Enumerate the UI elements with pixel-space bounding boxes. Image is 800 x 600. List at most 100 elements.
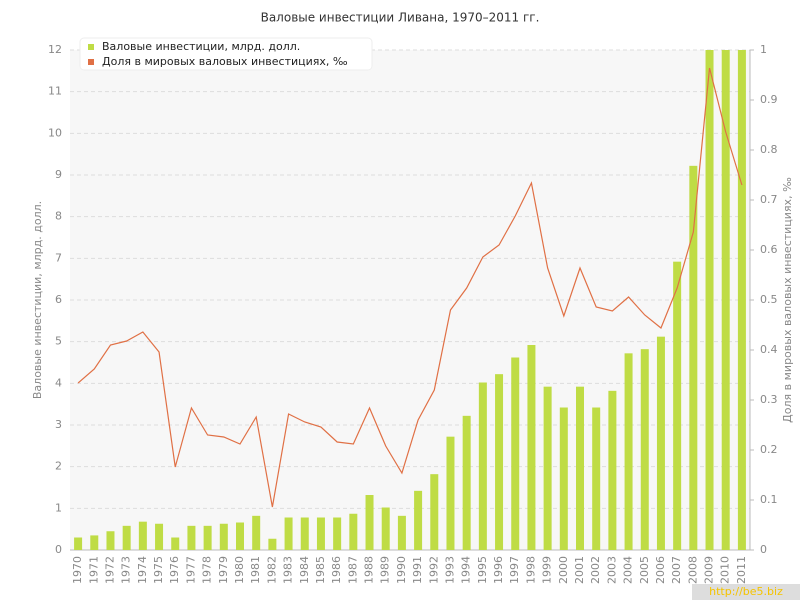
watermark: http://be5.biz xyxy=(709,585,783,598)
x-tick-label: 2007 xyxy=(670,556,683,584)
bar xyxy=(300,517,309,550)
bar xyxy=(446,436,455,550)
x-tick-label: 1975 xyxy=(152,556,165,584)
bar xyxy=(559,407,568,550)
bar xyxy=(527,345,536,550)
x-tick-label: 2001 xyxy=(573,556,586,584)
legend-swatch xyxy=(88,59,94,65)
bar xyxy=(171,537,180,550)
bar xyxy=(656,336,665,550)
bar xyxy=(673,261,682,550)
x-tick-label: 2010 xyxy=(719,556,732,584)
bar xyxy=(576,386,584,550)
bar xyxy=(219,523,228,550)
x-tick-label: 1984 xyxy=(298,556,311,584)
legend-box xyxy=(79,37,373,71)
x-tick-label: 2004 xyxy=(622,556,635,584)
x-tick-label: 1997 xyxy=(508,556,521,584)
bar xyxy=(705,50,714,550)
x-tick-label: 1972 xyxy=(103,556,116,584)
y2-tick-label: 0.1 xyxy=(760,493,778,506)
bar xyxy=(155,523,164,550)
x-tick-label: 1995 xyxy=(476,556,489,584)
bar xyxy=(122,525,131,550)
x-tick-label: 1991 xyxy=(411,556,424,584)
bar xyxy=(365,495,374,550)
y2-tick-label: 0 xyxy=(760,543,767,556)
x-tick-label: 2008 xyxy=(686,556,699,584)
bar xyxy=(74,537,83,550)
y-tick-label: 9 xyxy=(55,168,62,181)
y-tick-label: 7 xyxy=(55,251,62,264)
watermark-bg xyxy=(692,584,800,600)
x-tick-label: 1980 xyxy=(233,556,246,584)
x-tick-label: 1989 xyxy=(379,556,392,584)
bar xyxy=(268,538,277,550)
y-tick-label: 6 xyxy=(55,293,62,306)
bar xyxy=(284,517,293,550)
legend-label: Доля в мировых валовых инвестициях, ‰ xyxy=(102,55,348,68)
y2-tick-label: 0.8 xyxy=(760,143,778,156)
x-tick-label: 1973 xyxy=(120,556,133,584)
y-tick-label: 4 xyxy=(55,376,62,389)
bar xyxy=(333,517,342,550)
bar xyxy=(462,415,471,550)
plot-clip xyxy=(74,50,746,550)
y-axis-label: Валовые инвестиции, млрд. долл. xyxy=(31,201,44,399)
x-tick-label: 2009 xyxy=(703,556,716,584)
bar xyxy=(592,407,601,550)
x-tick-label: 1993 xyxy=(443,556,456,584)
y2-tick-label: 0.7 xyxy=(760,193,778,206)
y-tick-label: 1 xyxy=(55,501,62,514)
y-tick-label: 12 xyxy=(48,43,62,56)
x-tick-label: 1982 xyxy=(265,556,278,584)
legend-label: Валовые инвестиции, млрд. долл. xyxy=(102,40,300,53)
x-tick-label: 2002 xyxy=(589,556,602,584)
bar xyxy=(608,390,617,550)
bar xyxy=(138,521,147,550)
x-tick-label: 1999 xyxy=(541,556,554,584)
bar xyxy=(495,374,504,550)
bar xyxy=(624,353,633,550)
x-tick-label: 1971 xyxy=(87,556,100,584)
y-tick-label: 10 xyxy=(48,126,62,139)
bar xyxy=(349,513,358,550)
y2-tick-label: 0.6 xyxy=(760,243,778,256)
line xyxy=(77,67,743,508)
bar xyxy=(689,165,698,550)
x-tick-label: 1988 xyxy=(363,556,376,584)
x-tick-label: 1986 xyxy=(330,556,343,584)
y-tick-label: 3 xyxy=(55,418,62,431)
x-tick-label: 1994 xyxy=(460,556,473,584)
y2-tick-label: 0.2 xyxy=(760,443,778,456)
x-tick-label: 2011 xyxy=(735,556,748,584)
y2-tick-label: 1 xyxy=(760,43,767,56)
x-tick-label: 1987 xyxy=(346,556,359,584)
y-tick-label: 0 xyxy=(55,543,62,556)
bar xyxy=(543,386,552,550)
bar xyxy=(414,490,423,550)
y2-tick-label: 0.4 xyxy=(760,343,778,356)
chart-title: Валовые инвестиции Ливана, 1970–2011 гг. xyxy=(261,11,540,25)
bar xyxy=(478,382,487,550)
bar xyxy=(511,357,520,550)
bar xyxy=(737,50,746,550)
y2-axis-label: Доля в мировых валовых инвестициях, ‰ xyxy=(781,177,794,423)
y-tick-label: 8 xyxy=(55,210,62,223)
bar xyxy=(381,507,390,550)
x-tick-label: 1992 xyxy=(427,556,440,584)
x-tick-label: 1979 xyxy=(217,556,230,584)
bar xyxy=(203,525,212,550)
x-tick-label: 1977 xyxy=(184,556,197,584)
bar xyxy=(430,474,439,550)
bar xyxy=(316,517,325,550)
x-tick-label: 1983 xyxy=(282,556,295,584)
x-tick-label: 1976 xyxy=(168,556,181,584)
legend-swatch xyxy=(88,44,94,50)
y-tick-label: 11 xyxy=(48,85,62,98)
x-tick-label: 1985 xyxy=(314,556,327,584)
x-tick-label: 1974 xyxy=(136,556,149,584)
y2-tick-label: 0.9 xyxy=(760,93,778,106)
bar xyxy=(106,531,115,550)
